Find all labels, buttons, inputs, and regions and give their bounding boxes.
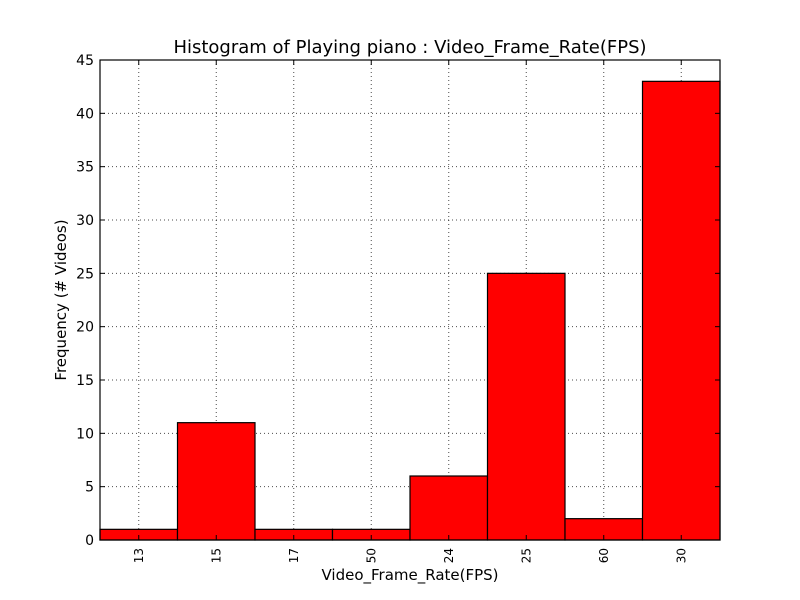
bar-30 [641, 80, 721, 541]
bar-15 [176, 422, 256, 541]
y-tick-label: 20 [76, 320, 94, 336]
y-tick-label: 15 [76, 373, 94, 389]
x-tick-label: 24 [442, 548, 456, 563]
y-tick-label: 40 [76, 106, 94, 122]
y-tick-label: 25 [76, 266, 94, 282]
y-tick-label: 0 [85, 533, 94, 549]
x-tick-label: 60 [597, 548, 611, 563]
y-tick-label: 45 [76, 53, 94, 69]
x-tick-label: 25 [519, 548, 533, 563]
y-tick-label: 5 [85, 480, 94, 496]
x-tick-label: 17 [287, 548, 301, 563]
y-tick-label: 30 [76, 213, 94, 229]
y-tick-label: 35 [76, 160, 94, 176]
x-tick-label: 15 [209, 548, 223, 563]
bar-24 [409, 475, 489, 541]
x-tick-label: 50 [364, 548, 378, 563]
x-axis-label: Video_Frame_Rate(FPS) [321, 566, 498, 585]
x-tick-label: 30 [674, 548, 688, 563]
ticks-layer: 0 5 10 15 20 25 30 35 40 45 13 15 17 50 24 25 60 30 [76, 53, 720, 563]
bars-layer [99, 80, 721, 541]
chart-title: Histogram of Playing piano : Video_Frame… [173, 37, 646, 58]
y-axis-label: Frequency (# Videos) [52, 219, 70, 380]
x-tick-label: 13 [132, 548, 146, 563]
plot-frame [99, 59, 721, 541]
y-tick-label: 10 [76, 426, 94, 442]
bar-25 [486, 272, 566, 541]
